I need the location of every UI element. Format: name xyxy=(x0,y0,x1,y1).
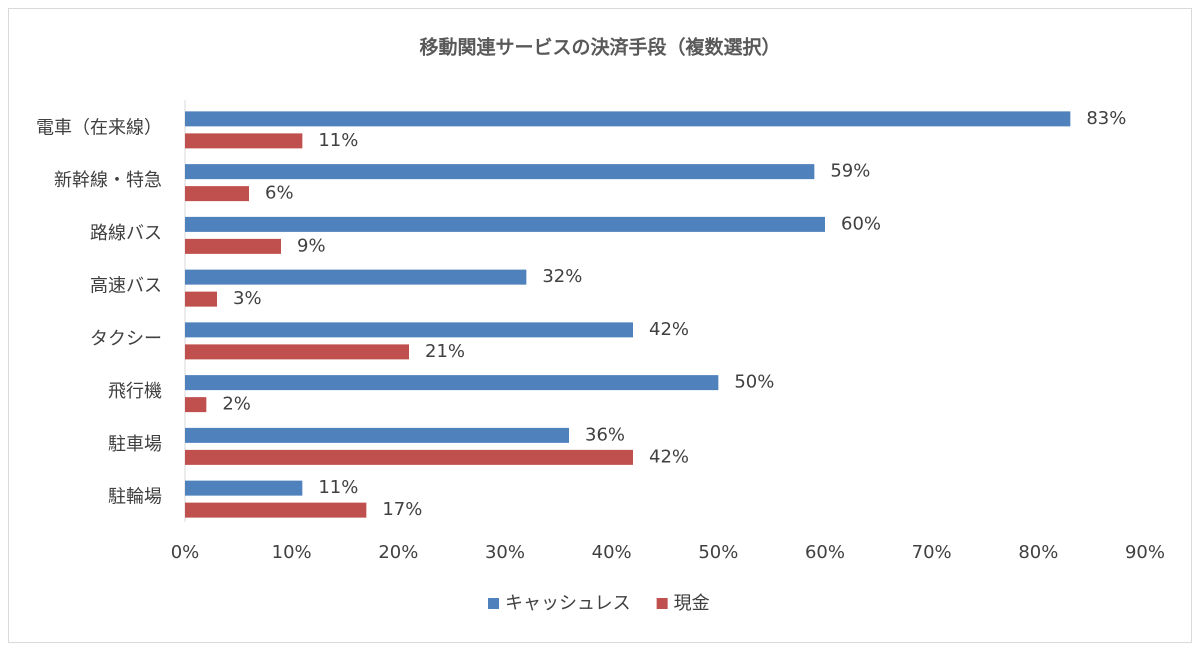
y-tick-label: 新幹線・特急 xyxy=(54,170,162,191)
value-label: 21% xyxy=(425,341,465,362)
y-tick-label: 駐輪場 xyxy=(108,487,162,508)
x-tick-label: 0% xyxy=(171,542,200,563)
bar xyxy=(185,133,303,149)
x-tick-label: 60% xyxy=(805,542,845,563)
value-label: 3% xyxy=(233,288,262,309)
value-label: 59% xyxy=(830,161,870,182)
bar xyxy=(185,216,825,232)
value-label: 60% xyxy=(841,213,881,234)
y-tick-label: 飛行機 xyxy=(108,381,162,402)
value-label: 11% xyxy=(318,477,358,498)
legend-swatch xyxy=(656,598,668,609)
x-tick-label: 40% xyxy=(592,542,632,563)
bar xyxy=(185,375,719,391)
value-label: 32% xyxy=(542,266,582,287)
x-tick-label: 30% xyxy=(485,542,525,563)
x-tick-label: 20% xyxy=(378,542,418,563)
legend-label: キャッシュレス xyxy=(505,593,631,614)
y-tick-label: 電車（在来線） xyxy=(36,117,162,138)
legend-label: 現金 xyxy=(674,593,710,614)
bar xyxy=(185,164,815,180)
bar xyxy=(185,397,207,413)
y-tick-label: 駐車場 xyxy=(108,434,162,455)
value-label: 42% xyxy=(649,319,689,340)
bar xyxy=(185,111,1071,127)
y-tick-label: 路線バス xyxy=(90,223,162,244)
x-tick-label: 80% xyxy=(1018,542,1058,563)
x-tick-label: 10% xyxy=(272,542,312,563)
bar xyxy=(185,238,281,254)
x-tick-label: 90% xyxy=(1125,542,1165,563)
y-tick-label: タクシー xyxy=(90,328,162,349)
value-label: 83% xyxy=(1086,108,1126,129)
bar xyxy=(185,291,217,307)
chart-title: 移動関連サービスの決済手段（複数選択） xyxy=(419,36,780,59)
value-label: 11% xyxy=(318,130,358,151)
value-label: 17% xyxy=(382,499,422,520)
value-label: 42% xyxy=(649,446,689,467)
value-label: 2% xyxy=(222,394,251,415)
legend-swatch xyxy=(488,598,499,609)
value-label: 6% xyxy=(265,183,294,204)
value-label: 9% xyxy=(297,235,326,256)
x-tick-label: 50% xyxy=(698,542,738,563)
bar xyxy=(185,427,569,443)
bar xyxy=(185,344,409,360)
bar xyxy=(185,502,367,518)
y-tick-label: 高速バス xyxy=(90,276,162,297)
bar xyxy=(185,449,633,465)
bar xyxy=(185,186,249,202)
value-label: 50% xyxy=(734,372,774,393)
value-label: 36% xyxy=(585,424,625,445)
bar xyxy=(185,269,527,285)
bar xyxy=(185,480,303,496)
bar xyxy=(185,322,633,338)
x-tick-label: 70% xyxy=(912,542,952,563)
